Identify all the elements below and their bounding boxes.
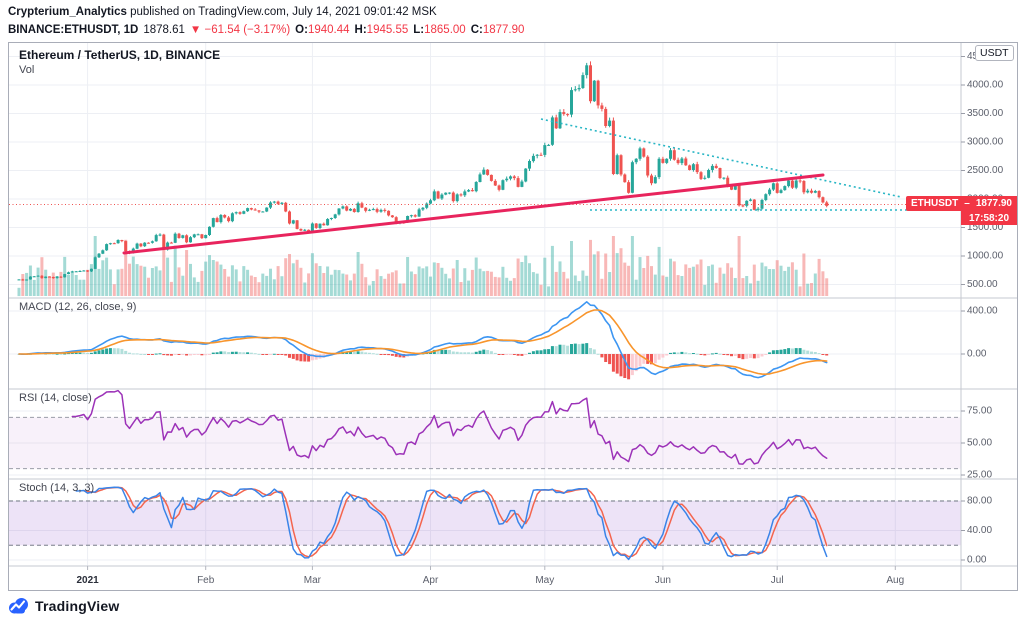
tradingview-logo-text: TradingView <box>35 597 120 614</box>
svg-text:1000.00: 1000.00 <box>967 251 1004 262</box>
price-change: ▼ −61.54 (−3.17%) <box>189 24 291 37</box>
last-price-label-sep: – <box>964 198 970 209</box>
time-axis[interactable]: 2021 Feb Mar Apr May Jun Jul Aug <box>76 566 904 586</box>
chart-frame: 4500.004000.003500.003000.002500.002000.… <box>8 42 1018 591</box>
close-label: C: <box>470 24 483 37</box>
currency-toggle-button[interactable]: USDT <box>975 45 1014 61</box>
svg-text:May: May <box>535 575 554 586</box>
open-value: 1940.44 <box>307 24 350 37</box>
svg-text:3000.00: 3000.00 <box>967 137 1004 148</box>
svg-text:Jul: Jul <box>771 575 784 586</box>
last-price-label: ETHUSDT – 1877.90 <box>906 196 1017 211</box>
main-pane-legend[interactable]: Ethereum / TetherUS, 1D, BINANCE <box>19 48 221 62</box>
svg-text:Jun: Jun <box>655 575 671 586</box>
svg-text:2021: 2021 <box>76 575 99 586</box>
svg-text:75.00: 75.00 <box>967 406 992 417</box>
last-price-label-symbol: ETHUSDT <box>911 198 959 209</box>
macd-series <box>17 300 829 380</box>
published-text: published on TradingView.com, July 14, 2… <box>126 6 437 18</box>
symbol-timeframe: BINANCE:ETHUSDT, 1D <box>8 24 139 37</box>
svg-text:Aug: Aug <box>886 575 904 586</box>
high-value: 1945.55 <box>366 24 409 37</box>
svg-text:50.00: 50.00 <box>967 438 992 449</box>
tradingview-logo-icon <box>9 598 28 614</box>
symbol-ohlc-line: BINANCE:ETHUSDT, 1D 1878.61 ▼ −61.54 (−3.1… <box>8 21 1008 39</box>
macd-pane-legend[interactable]: MACD (12, 26, close, 9) <box>19 301 137 313</box>
svg-text:500.00: 500.00 <box>967 279 998 290</box>
svg-text:0.00: 0.00 <box>967 555 987 566</box>
svg-text:3500.00: 3500.00 <box>967 108 1004 119</box>
chart-canvas[interactable]: 4500.004000.003500.003000.002500.002000.… <box>9 43 1017 590</box>
svg-text:1500.00: 1500.00 <box>967 222 1004 233</box>
last-price-value: 1878.61 <box>143 24 185 37</box>
svg-text:Feb: Feb <box>197 575 215 586</box>
drawing-overlays <box>9 118 961 255</box>
svg-text:80.00: 80.00 <box>967 496 992 507</box>
bar-countdown: 17:58:20 <box>961 211 1017 225</box>
candlestick-series <box>17 61 829 281</box>
tradingview-footer[interactable]: TradingView <box>8 595 119 616</box>
price-axis[interactable]: 4500.004000.003500.003000.002500.002000.… <box>961 51 1004 566</box>
stoch-series <box>9 486 961 561</box>
high-label: H: <box>354 24 367 37</box>
low-value: 1865.00 <box>424 24 466 37</box>
rsi-series <box>9 389 961 470</box>
publish-header: Crypterium_Analytics published on Tradin… <box>8 3 1008 40</box>
svg-text:4000.00: 4000.00 <box>967 80 1004 91</box>
low-label: L: <box>413 24 425 37</box>
publish-line: Crypterium_Analytics published on Tradin… <box>8 3 1008 21</box>
close-value: 1877.90 <box>482 24 525 37</box>
last-price-label-value: 1877.90 <box>975 198 1012 209</box>
pane-separators <box>9 43 1017 590</box>
stoch-pane-legend[interactable]: Stoch (14, 3, 3) <box>19 482 95 494</box>
rsi-pane-legend[interactable]: RSI (14, close) <box>19 392 92 404</box>
volume-legend[interactable]: Vol <box>19 64 35 76</box>
grid-lines <box>9 43 961 566</box>
svg-text:40.00: 40.00 <box>967 525 992 536</box>
svg-text:2500.00: 2500.00 <box>967 165 1004 176</box>
svg-text:400.00: 400.00 <box>967 306 998 317</box>
svg-text:Mar: Mar <box>304 575 322 586</box>
svg-text:25.00: 25.00 <box>967 470 992 481</box>
open-label: O: <box>295 24 308 37</box>
volume-series <box>17 236 829 297</box>
svg-text:0.00: 0.00 <box>967 349 987 360</box>
svg-text:Apr: Apr <box>423 575 439 586</box>
author-name: Crypterium_Analytics <box>8 6 127 18</box>
